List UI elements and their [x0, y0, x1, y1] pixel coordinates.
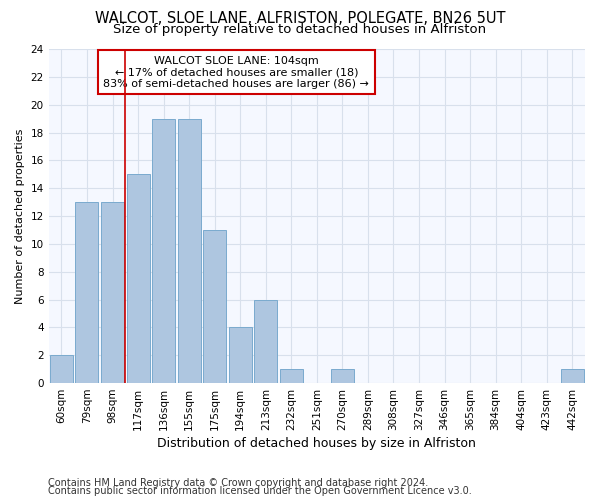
- Bar: [229, 328, 252, 383]
- Bar: [101, 202, 124, 383]
- Bar: [178, 118, 200, 383]
- Bar: [254, 300, 277, 383]
- Text: Size of property relative to detached houses in Alfriston: Size of property relative to detached ho…: [113, 22, 487, 36]
- Text: WALCOT, SLOE LANE, ALFRISTON, POLEGATE, BN26 5UT: WALCOT, SLOE LANE, ALFRISTON, POLEGATE, …: [95, 11, 505, 26]
- Text: Contains public sector information licensed under the Open Government Licence v3: Contains public sector information licen…: [48, 486, 472, 496]
- Text: Contains HM Land Registry data © Crown copyright and database right 2024.: Contains HM Land Registry data © Crown c…: [48, 478, 428, 488]
- Text: WALCOT SLOE LANE: 104sqm
← 17% of detached houses are smaller (18)
83% of semi-d: WALCOT SLOE LANE: 104sqm ← 17% of detach…: [103, 56, 370, 89]
- Bar: [280, 369, 303, 383]
- Bar: [152, 118, 175, 383]
- Bar: [127, 174, 149, 383]
- Bar: [50, 355, 73, 383]
- Bar: [331, 369, 354, 383]
- Bar: [203, 230, 226, 383]
- Bar: [76, 202, 98, 383]
- Y-axis label: Number of detached properties: Number of detached properties: [15, 128, 25, 304]
- Bar: [561, 369, 584, 383]
- X-axis label: Distribution of detached houses by size in Alfriston: Distribution of detached houses by size …: [157, 437, 476, 450]
